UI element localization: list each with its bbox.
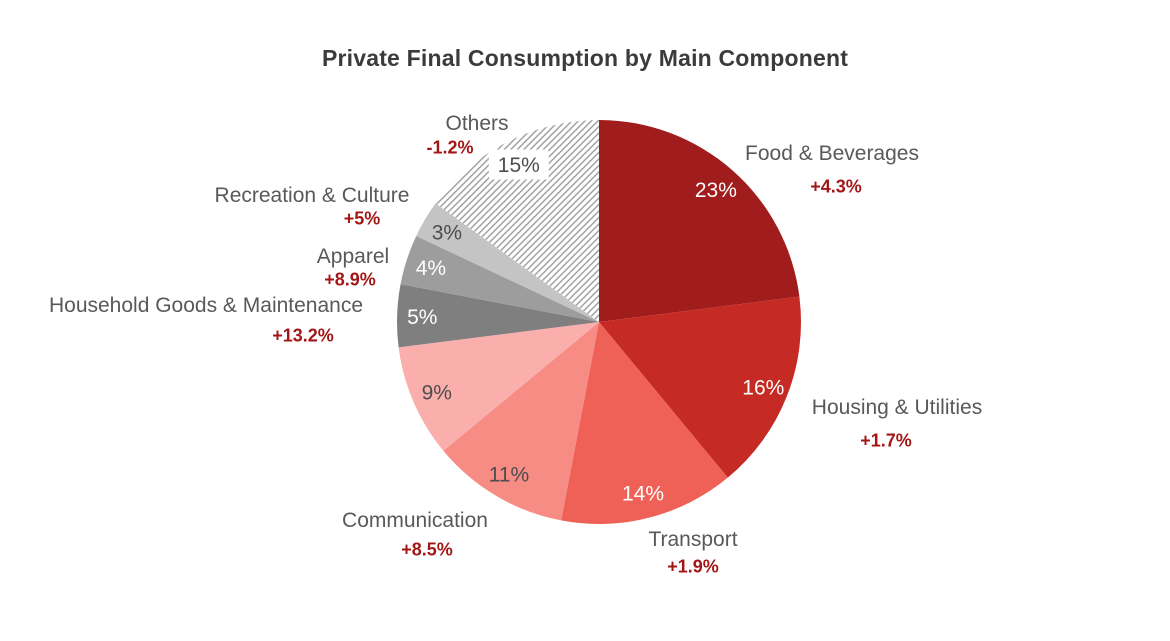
chart-title: Private Final Consumption by Main Compon… [321, 45, 849, 71]
category-label-household-goods: Household Goods & Maintenance [48, 294, 364, 317]
slice-value-label-food-and-beverages: 23% [695, 179, 737, 202]
category-label-transport: Transport [648, 528, 738, 551]
category-change-housing-utilities: +1.7% [860, 430, 912, 451]
slice-value-label-housing-and-utilities: 16% [742, 376, 784, 399]
pie-slice-household-goods-and-maintenance [396, 284, 599, 348]
slice-value-label-communication: 11% [489, 463, 529, 486]
category-label-recreation-culture: Recreation & Culture [214, 184, 410, 207]
pie-slice-recreation-and-culture [416, 203, 599, 322]
slice-value-label-others: 15% [498, 154, 540, 177]
slice-value-label-transport: 14% [622, 483, 664, 506]
category-label-others: Others [445, 112, 509, 135]
pie-slice-9 [398, 322, 599, 451]
category-change-food-beverages: +4.3% [810, 176, 862, 197]
category-change-transport: +1.9% [667, 556, 719, 577]
category-change-household-goods: +13.2% [272, 325, 334, 346]
category-change-recreation-culture: +5% [343, 208, 381, 229]
category-label-food-beverages: Food & Beverages [745, 142, 919, 165]
slice-value-label-9: 9% [422, 382, 452, 405]
pie-slice-food-and-beverages [599, 120, 800, 322]
slice-label-box-others [488, 149, 549, 180]
slice-value-label-apparel: 4% [416, 257, 446, 280]
category-label-housing-utilities: Housing & Utilities [811, 396, 983, 419]
pie-slice-communication [443, 322, 599, 521]
pie-slice-transport [561, 322, 728, 524]
slice-value-label-household-goods-and-maintenance: 5% [407, 306, 437, 329]
category-label-communication: Communication [342, 509, 488, 532]
pie-slice-others [435, 120, 599, 322]
category-change-others: -1.2% [426, 137, 474, 158]
pie-slice-apparel [400, 235, 599, 322]
pie-slice-housing-and-utilities [599, 296, 802, 478]
category-change-apparel: +8.9% [324, 269, 376, 290]
slice-value-label-recreation-and-culture: 3% [432, 221, 462, 244]
category-change-communication: +8.5% [401, 539, 453, 560]
category-label-apparel: Apparel [316, 245, 390, 268]
